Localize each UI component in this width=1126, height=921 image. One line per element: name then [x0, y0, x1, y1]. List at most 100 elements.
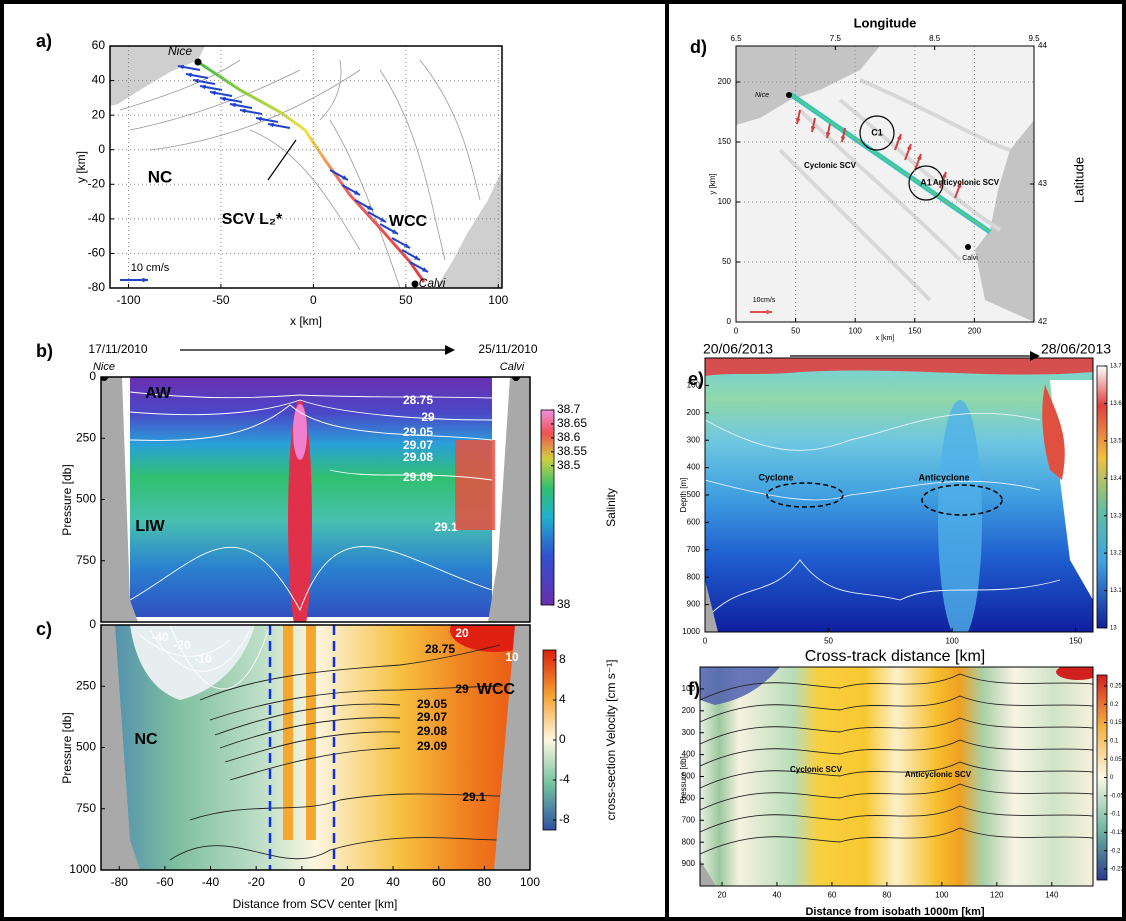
velocity-arrow-head [240, 108, 246, 114]
annotation: 29.1 [434, 520, 458, 534]
field-shape [700, 717, 1093, 745]
panel-4 [705, 358, 1093, 632]
x-tick-label: 140 [1045, 890, 1059, 899]
panel-letter: f) [688, 679, 700, 699]
eddy-outline [921, 484, 1003, 516]
annotation: Nice [168, 44, 192, 58]
eddy-outline [766, 482, 844, 508]
y-tick-label: 500 [687, 490, 701, 499]
x2-axis-label: Longitude [854, 15, 917, 30]
field-shape [700, 739, 1093, 767]
colorbar-tick-label: 13.1 [1110, 588, 1122, 594]
x-tick-label: -60 [156, 875, 174, 889]
y2-axis-label: Latitude [1071, 157, 1086, 203]
annotation: 17/11/2010 [88, 342, 147, 356]
field-shape [494, 625, 530, 870]
annotation: 29.09 [403, 470, 433, 484]
annotation: Cyclonic SCV [804, 161, 857, 170]
annotation: 10 cm/s [131, 262, 170, 274]
annotation: 28.75 [425, 642, 455, 656]
y-tick-label: 700 [682, 815, 696, 824]
colorbar-tick-label: 13.3 [1110, 513, 1122, 519]
field-shape [224, 731, 401, 763]
city-dot [786, 92, 792, 98]
annotation: 29.05 [403, 425, 433, 439]
x2-tick-label: 7.5 [830, 34, 842, 43]
field-shape [209, 685, 501, 721]
y-axis-label: Pressure [db] [60, 712, 74, 783]
velocity-arrow-head [193, 78, 199, 84]
y-tick-label: 50 [722, 257, 731, 266]
eddy-ring [859, 115, 895, 151]
velocity-arrow-head [354, 190, 360, 195]
velocity-arrow-head [422, 267, 428, 272]
x-tick-label: 20 [718, 890, 727, 899]
annotation: WCC [477, 681, 516, 698]
x-axis-label: Cross-track distance [km] [805, 648, 985, 665]
field-shape [700, 827, 1093, 855]
annotation: Cyclone [758, 472, 793, 482]
velocity-arrow-head [392, 229, 398, 234]
y-tick-label: 100 [682, 684, 696, 693]
y-tick-label: 500 [682, 772, 696, 781]
velocity-arrow-head [342, 175, 348, 180]
field-shape [214, 703, 401, 736]
x-tick-label: 150 [1069, 636, 1083, 645]
y-tick-label: -60 [88, 246, 106, 260]
field-shape [736, 46, 880, 125]
y-tick-label: 250 [76, 678, 96, 692]
colorbar-tick-label: 38 [557, 597, 571, 611]
y-tick-label: 800 [687, 572, 701, 581]
annotation: Anticyclonic SCV [905, 770, 972, 779]
field-shape [129, 404, 493, 441]
colorbar-tick-label: 8 [559, 652, 566, 666]
colorbar-tick-label: 0.15 [1110, 720, 1122, 726]
colorbar [1096, 365, 1108, 629]
velocity-arrow-head [178, 64, 184, 70]
panel-letter: e) [688, 369, 704, 389]
y-tick-label: 300 [682, 728, 696, 737]
x-tick-label: 100 [849, 326, 863, 335]
colorbar-tick-label: 13 [1110, 626, 1117, 632]
y-tick-label: 900 [687, 600, 701, 609]
x-tick-label: 50 [791, 326, 800, 335]
city-dot [101, 377, 108, 381]
annotation: Nice [93, 361, 115, 373]
colorbar-tick-label: 0 [1110, 775, 1114, 781]
colorbar-tick-label: -4 [559, 772, 570, 786]
y-tick-label: 900 [682, 859, 696, 868]
annotation: -20 [173, 638, 191, 652]
time-arrow-head [445, 345, 455, 355]
x-axis-label: x [km] [290, 314, 322, 328]
y-tick-label: 0 [727, 317, 732, 326]
warm-column [938, 400, 982, 632]
annotation: LIW [135, 518, 165, 535]
colorbar-tick-label: 38.55 [557, 444, 587, 458]
y-tick-label: 600 [687, 518, 701, 527]
velocity-arrow-head [941, 172, 947, 178]
field-shape [975, 120, 1034, 322]
annotation: Anticyclone [918, 472, 969, 482]
field-shape [379, 69, 446, 261]
y-tick-label: 100 [687, 381, 701, 390]
x-tick-label: -50 [212, 293, 230, 307]
y-tick-label: 150 [718, 137, 732, 146]
velocity-core [450, 625, 530, 652]
annotation: 10cm/s [753, 297, 776, 304]
field-shape [700, 695, 1093, 723]
panel-5 [700, 667, 1093, 886]
x-tick-label: -100 [116, 293, 140, 307]
colorbar-tick-label: 38.5 [557, 458, 581, 472]
x-tick-label: 60 [827, 890, 836, 899]
velocity-arrow-head [916, 154, 922, 160]
y-tick-label: 500 [76, 740, 96, 754]
colorbar-tick-label: 38.6 [557, 430, 581, 444]
panel-1 [101, 377, 530, 622]
annotation: Calvi [419, 276, 446, 290]
salinity-core-top [293, 404, 307, 460]
y-tick-label: 0 [98, 142, 105, 156]
y-tick-label: 500 [76, 492, 96, 506]
y-tick-label: 100 [718, 197, 732, 206]
velocity-arrow-head [186, 72, 192, 78]
colorbar-tick-label: -0.2 [1110, 848, 1121, 854]
